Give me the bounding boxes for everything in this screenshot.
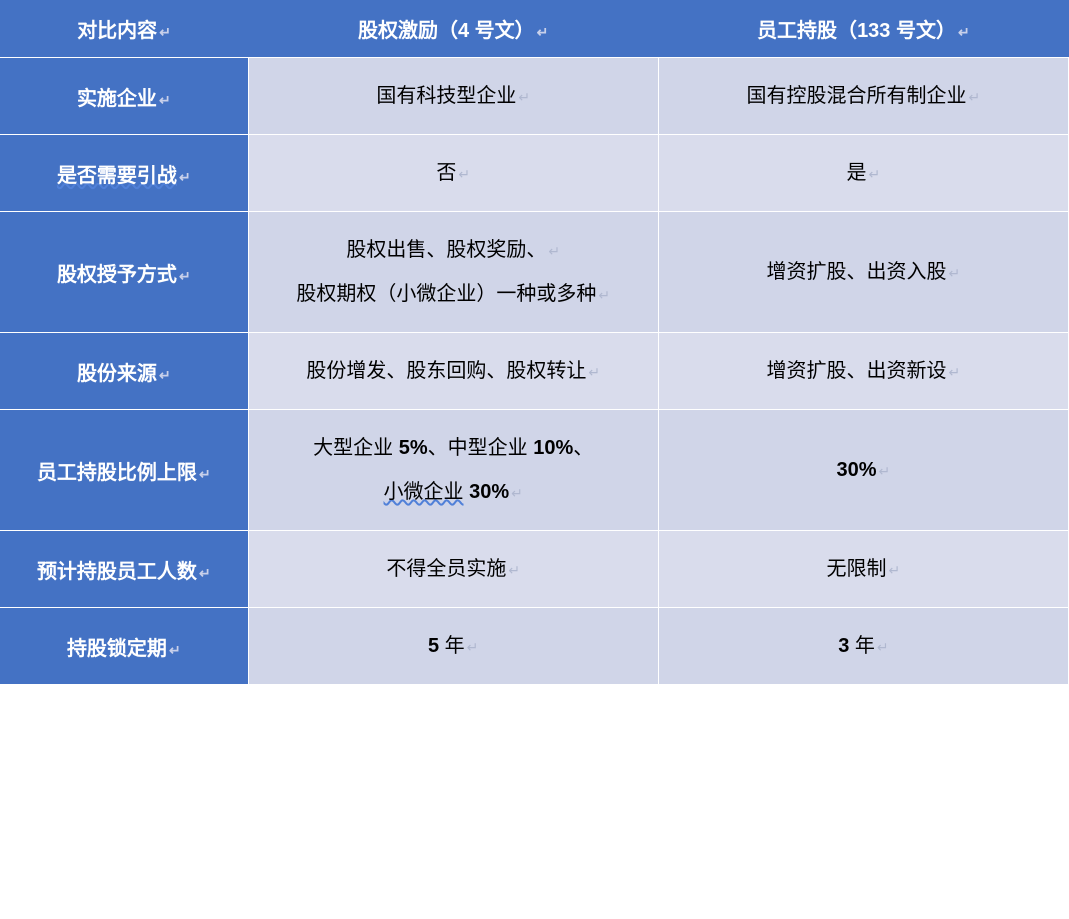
cell-text: 是 [847,162,867,184]
header-bold-2: 4 [458,20,469,42]
table-row: 是否需要引战↵ 否↵ 是↵ [0,135,1069,212]
row-col2: 不得全员实施↵ [248,531,658,608]
return-mark-icon: ↵ [877,639,889,655]
cell-bold: 5 [428,635,439,657]
comparison-table: 对比内容↵ 股权激励（4 号文）↵ 员工持股（133 号文）↵ 实施企业↵ 国有… [0,0,1069,685]
row-label: 股份来源↵ [0,333,248,410]
cell-bold: 3 [838,635,849,657]
return-mark-icon: ↵ [179,268,191,284]
cell-text: 国有控股混合所有制企业 [747,85,967,107]
table-row: 股权授予方式↵ 股权出售、股权奖励、↵ 股权期权（小微企业）一种或多种↵ 增资扩… [0,212,1069,333]
return-mark-icon: ↵ [598,287,610,303]
cell-text: 无限制 [827,558,887,580]
cell-t3: 、 [573,437,593,459]
row-col3: 增资扩股、出资入股↵ [658,212,1068,333]
row-col2: 股权出售、股权奖励、↵ 股权期权（小微企业）一种或多种↵ [248,212,658,333]
return-mark-icon: ↵ [958,24,970,40]
table-row: 预计持股员工人数↵ 不得全员实施↵ 无限制↵ [0,531,1069,608]
return-mark-icon: ↵ [511,485,523,501]
row-label-text: 员工持股比例上限 [37,462,197,484]
cell-t1: 大型企业 [313,437,399,459]
return-mark-icon: ↵ [159,367,171,383]
row-label-text: 持股锁定期 [67,638,167,660]
row-label-text: 股权授予方式 [57,264,177,286]
header-pre-3: 员工持股（ [757,20,857,42]
header-pre-2: 股权激励（ [358,20,458,42]
return-mark-icon: ↵ [949,265,961,281]
cell-b2: 10% [533,437,573,459]
table-row: 员工持股比例上限↵ 大型企业 5%、中型企业 10%、 小微企业 30%↵ 30… [0,410,1069,531]
row-col2: 大型企业 5%、中型企业 10%、 小微企业 30%↵ [248,410,658,531]
row-label-text: 预计持股员工人数 [37,561,197,583]
table-header-row: 对比内容↵ 股权激励（4 号文）↵ 员工持股（133 号文）↵ [0,0,1069,58]
return-mark-icon: ↵ [537,24,549,40]
row-label-text: 实施企业 [77,88,157,110]
row-col3: 3 年↵ [658,608,1068,685]
cell-text: 30% [837,459,877,481]
row-label-text: 股份来源 [77,363,157,385]
cell-text: 股份增发、股东回购、股权转让 [306,360,586,382]
table-row: 持股锁定期↵ 5 年↵ 3 年↵ [0,608,1069,685]
return-mark-icon: ↵ [467,639,479,655]
row-label: 预计持股员工人数↵ [0,531,248,608]
return-mark-icon: ↵ [159,92,171,108]
row-label: 持股锁定期↵ [0,608,248,685]
cell-rest: 年 [439,635,465,657]
header-col-1: 对比内容↵ [0,0,248,58]
header-bold-3: 133 [857,20,890,42]
cell-text-line1: 股权出售、股权奖励、 [346,239,546,261]
header-label-1: 对比内容 [77,20,157,42]
row-label: 员工持股比例上限↵ [0,410,248,531]
cell-b1: 5% [399,437,428,459]
row-col3: 国有控股混合所有制企业↵ [658,58,1068,135]
row-label-text: 是否需要引战 [57,165,177,187]
cell-text: 增资扩股、出资新设 [767,360,947,382]
return-mark-icon: ↵ [548,243,560,259]
cell-text-line2: 股权期权（小微企业）一种或多种 [296,283,596,305]
table-row: 股份来源↵ 股份增发、股东回购、股权转让↵ 增资扩股、出资新设↵ [0,333,1069,410]
return-mark-icon: ↵ [169,642,181,658]
return-mark-icon: ↵ [869,166,881,182]
return-mark-icon: ↵ [889,562,901,578]
row-col2: 5 年↵ [248,608,658,685]
return-mark-icon: ↵ [969,89,981,105]
return-mark-icon: ↵ [458,166,470,182]
row-col2: 国有科技型企业↵ [248,58,658,135]
return-mark-icon: ↵ [879,463,891,479]
cell-rest: 年 [849,635,875,657]
header-col-2: 股权激励（4 号文）↵ [248,0,658,58]
return-mark-icon: ↵ [588,364,600,380]
row-label: 实施企业↵ [0,58,248,135]
return-mark-icon: ↵ [179,169,191,185]
row-col2: 股份增发、股东回购、股权转让↵ [248,333,658,410]
row-col3: 无限制↵ [658,531,1068,608]
cell-b3: 30% [469,481,509,503]
return-mark-icon: ↵ [159,24,171,40]
cell-text: 不得全员实施 [386,558,506,580]
cell-text: 否 [436,162,456,184]
return-mark-icon: ↵ [199,466,211,482]
header-post-2: 号文） [469,20,535,42]
return-mark-icon: ↵ [518,89,530,105]
table-row: 实施企业↵ 国有科技型企业↵ 国有控股混合所有制企业↵ [0,58,1069,135]
cell-wavy: 小微企业 [384,481,464,503]
cell-t2: 、中型企业 [428,437,534,459]
return-mark-icon: ↵ [508,562,520,578]
cell-text: 国有科技型企业 [376,85,516,107]
header-col-3: 员工持股（133 号文）↵ [658,0,1068,58]
return-mark-icon: ↵ [949,364,961,380]
row-col2: 否↵ [248,135,658,212]
row-col3: 增资扩股、出资新设↵ [658,333,1068,410]
cell-text: 增资扩股、出资入股 [767,261,947,283]
row-label: 是否需要引战↵ [0,135,248,212]
header-post-3: 号文） [890,20,956,42]
row-col3: 30%↵ [658,410,1068,531]
row-label: 股权授予方式↵ [0,212,248,333]
row-col3: 是↵ [658,135,1068,212]
return-mark-icon: ↵ [199,565,211,581]
